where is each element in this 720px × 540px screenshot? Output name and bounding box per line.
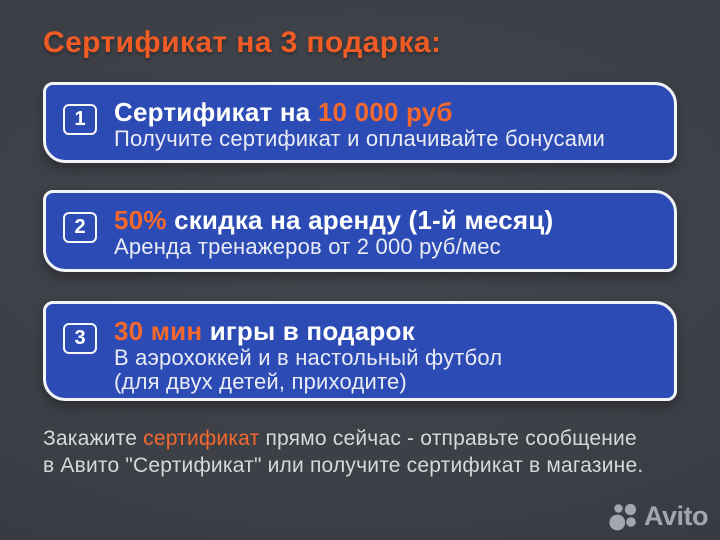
card-2-title-accent: 50% — [114, 205, 167, 235]
card-2-title-white: скидка на аренду (1-й месяц) — [166, 205, 554, 235]
footer-line1-part2: прямо сейчас - отправьте сообщение — [259, 427, 637, 450]
card-1-title-accent: 10 000 руб — [317, 97, 453, 127]
card-2-number: 2 — [74, 216, 86, 238]
footer-line1-part1: Закажите — [43, 427, 144, 450]
card-1-text: Сертификат на 10 000 руб Получите сертиф… — [114, 98, 605, 151]
card-2-text: 50% скидка на аренду (1-й месяц) Аренда … — [114, 206, 553, 259]
card-3-title-white: игры в подарок — [202, 316, 415, 346]
card-3-text: 30 мин игры в подарок В аэрохоккей и в н… — [114, 317, 502, 394]
avito-wordmark: Avito — [644, 501, 709, 531]
page-title: Сертификат на 3 подарка: — [43, 26, 442, 59]
card-1-subtitle: Получите сертификат и оплачивайте бонуса… — [114, 126, 605, 151]
card-3-title: 30 мин игры в подарок — [114, 317, 502, 346]
card-3-number: 3 — [74, 327, 86, 349]
card-2-title: 50% скидка на аренду (1-й месяц) — [114, 206, 553, 235]
footer-cta: Закажите сертификат прямо сейчас - отпра… — [43, 425, 643, 479]
offer-card-2: 2 50% скидка на аренду (1-й месяц) Аренд… — [43, 190, 677, 272]
footer-line-1: Закажите сертификат прямо сейчас - отпра… — [43, 425, 643, 452]
card-2-number-badge: 2 — [63, 212, 97, 243]
avito-circles-icon — [609, 503, 637, 530]
card-3-number-badge: 3 — [63, 323, 97, 354]
card-3-subtitle-line1: В аэрохоккей и в настольный футбол — [114, 345, 503, 370]
card-1-title: Сертификат на 10 000 руб — [114, 98, 605, 127]
footer-line-2: в Авито "Сертификат" или получите сертиф… — [43, 454, 644, 477]
card-1-number: 1 — [74, 108, 86, 130]
footer-line1-accent: сертификат — [143, 427, 260, 450]
avito-logo: Avito — [609, 501, 709, 532]
offer-card-3: 3 30 мин игры в подарок В аэрохоккей и в… — [43, 301, 677, 401]
card-2-subtitle: Аренда тренажеров от 2 000 руб/мес — [114, 234, 501, 259]
card-1-number-badge: 1 — [63, 104, 97, 135]
card-3-title-accent: 30 мин — [114, 316, 203, 346]
offer-card-1: 1 Сертификат на 10 000 руб Получите серт… — [43, 82, 677, 163]
card-1-title-white: Сертификат на — [114, 97, 318, 127]
card-3-subtitle-line2: (для двух детей, приходите) — [114, 369, 407, 394]
